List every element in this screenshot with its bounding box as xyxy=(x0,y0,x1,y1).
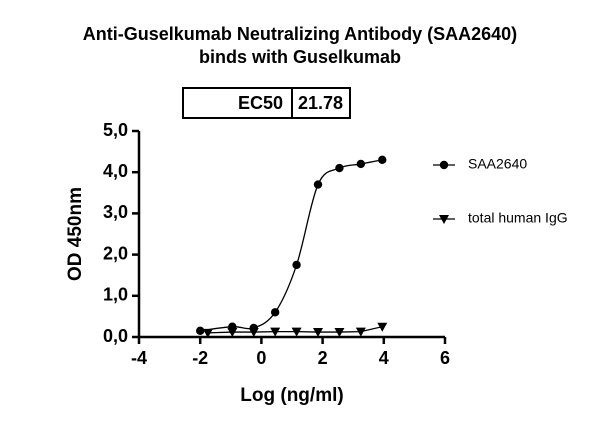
y-tick-label: 1,0 xyxy=(103,285,128,305)
data-point xyxy=(291,327,302,337)
y-tick-label: 5,0 xyxy=(103,120,128,140)
y-tick-label: 0,0 xyxy=(103,326,128,346)
legend-label: SAA2640 xyxy=(468,156,527,172)
data-point xyxy=(313,328,324,338)
data-point xyxy=(248,328,259,338)
chart-title: binds with Guselkumab xyxy=(199,47,401,67)
fit-line xyxy=(200,159,383,332)
y-tick-label: 4,0 xyxy=(103,161,128,181)
x-tick-label: 0 xyxy=(256,348,266,368)
data-point xyxy=(270,327,281,337)
ec50-box xyxy=(182,87,351,119)
data-point xyxy=(292,260,301,270)
x-tick-label: -4 xyxy=(131,348,147,368)
data-point xyxy=(227,328,238,338)
data-point xyxy=(334,328,345,338)
chart-title: Anti-Guselkumab Neutralizing Antibody (S… xyxy=(83,24,517,44)
legend-marker xyxy=(439,160,449,170)
y-axis-title: OD 450nm xyxy=(65,187,86,281)
data-point xyxy=(313,180,323,189)
x-tick-label: 2 xyxy=(318,348,328,368)
x-tick-label: 6 xyxy=(440,348,450,368)
data-point xyxy=(270,308,280,317)
y-tick-label: 3,0 xyxy=(103,202,128,222)
legend-marker xyxy=(439,215,449,224)
x-tick-label: -2 xyxy=(192,348,208,368)
x-axis-title: Log (ng/ml) xyxy=(240,385,343,406)
data-point xyxy=(196,326,205,336)
data-point xyxy=(355,327,366,337)
ec50-header: EC50 xyxy=(238,93,283,113)
y-tick-label: 2,0 xyxy=(103,243,128,263)
data-point xyxy=(378,155,387,165)
data-point xyxy=(202,328,213,338)
x-tick-label: 4 xyxy=(379,348,389,368)
data-point xyxy=(335,163,344,173)
legend-label: total human IgG xyxy=(468,210,568,226)
ec50-value: 21.78 xyxy=(298,93,343,113)
data-point xyxy=(377,322,388,332)
data-point xyxy=(356,159,366,169)
